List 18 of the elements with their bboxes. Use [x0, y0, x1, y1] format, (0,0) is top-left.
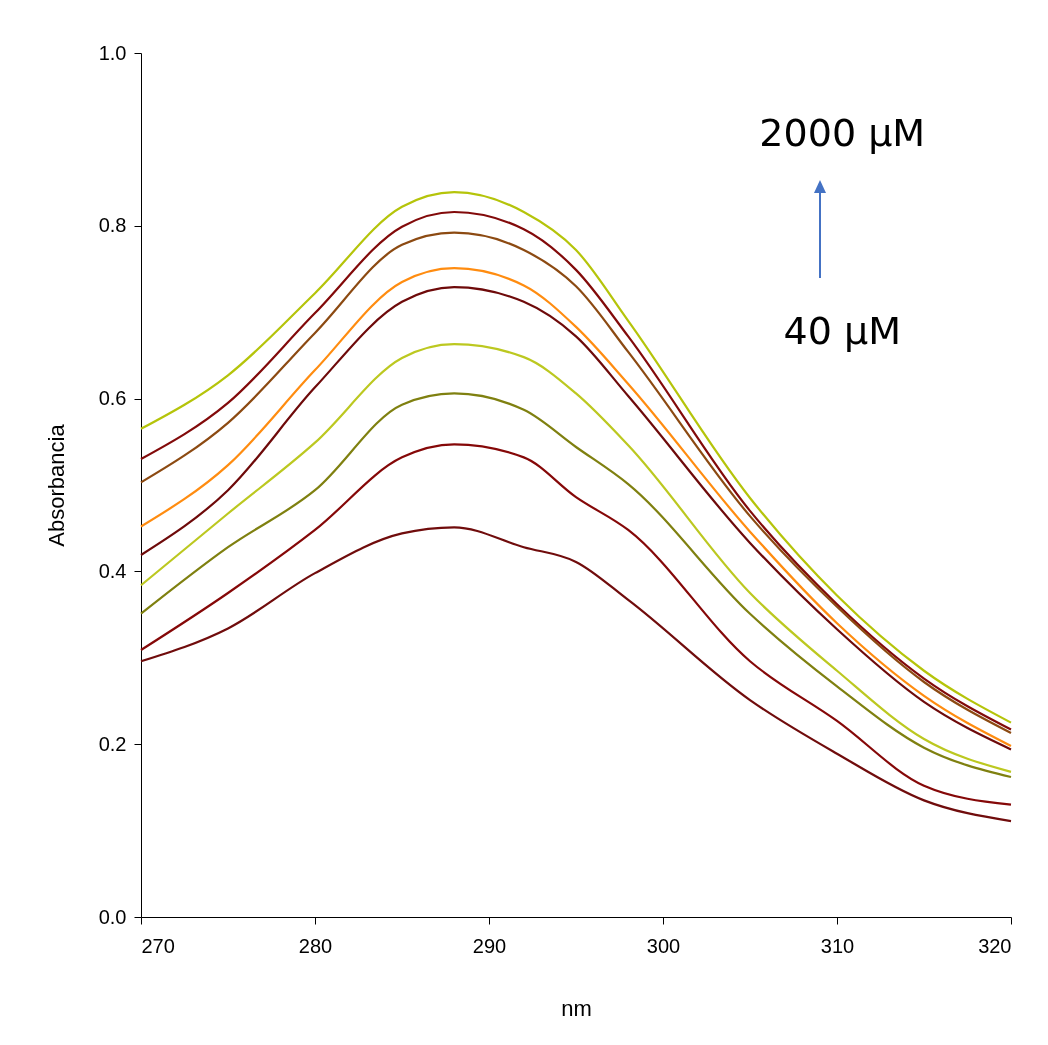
annotation: 2000 µM [759, 111, 926, 155]
y-tick-label: 0.6 [98, 387, 127, 410]
y-tick-label: 0.2 [98, 732, 127, 755]
y-tick-label: 1.0 [98, 41, 127, 64]
x-tick-label: 280 [298, 934, 333, 957]
x-tick-label: 320 [978, 934, 1012, 957]
line-series [139, 526, 1013, 823]
y-tick-label: 0.8 [98, 214, 127, 237]
x-tick-label: 300 [646, 934, 681, 957]
y-tick-label: 0.0 [98, 905, 127, 928]
y-axis-title: Absorbancia [43, 423, 69, 547]
annotation: 40 µM [783, 309, 901, 353]
y-tick-label: 0.4 [98, 559, 127, 582]
x-tick-label: 270 [141, 934, 175, 957]
x-axis-title: nm [561, 995, 592, 1021]
x-tick-label: 310 [820, 934, 855, 957]
line-series [139, 443, 1013, 806]
x-tick-label: 290 [472, 934, 507, 957]
